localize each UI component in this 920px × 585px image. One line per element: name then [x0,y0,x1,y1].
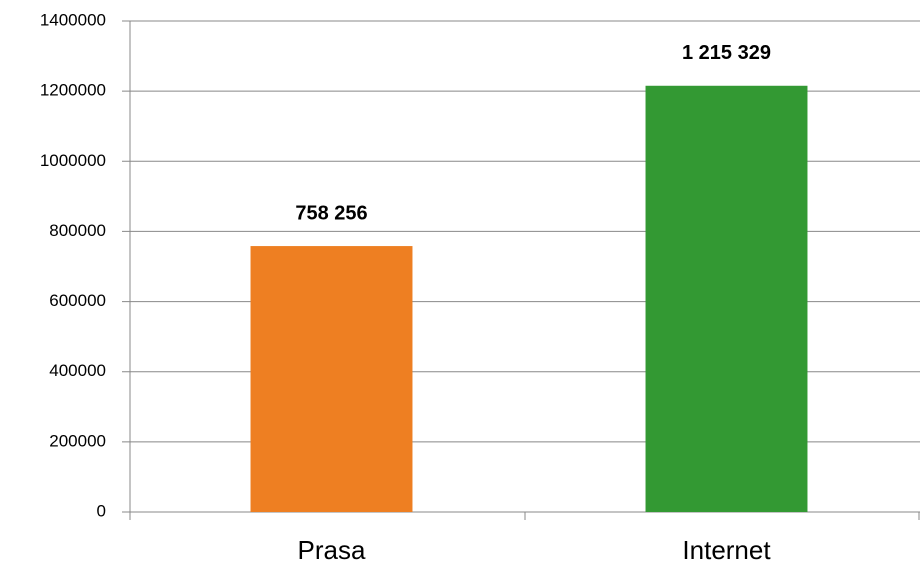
y-tick-label: 400000 [49,361,106,380]
x-tick-label: Internet [682,535,771,565]
y-tick-label: 1400000 [40,10,106,29]
y-tick-label: 800000 [49,221,106,240]
bar [250,246,413,512]
y-tick-label: 1000000 [40,151,106,170]
y-tick-label: 0 [97,501,106,520]
bar [645,85,808,512]
value-label: 758 256 [295,202,367,224]
value-label: 1 215 329 [682,42,771,64]
y-tick-label: 1200000 [40,81,106,100]
x-tick-label: Prasa [298,535,366,565]
y-tick-label: 600000 [49,291,106,310]
y-tick-label: 200000 [49,431,106,450]
